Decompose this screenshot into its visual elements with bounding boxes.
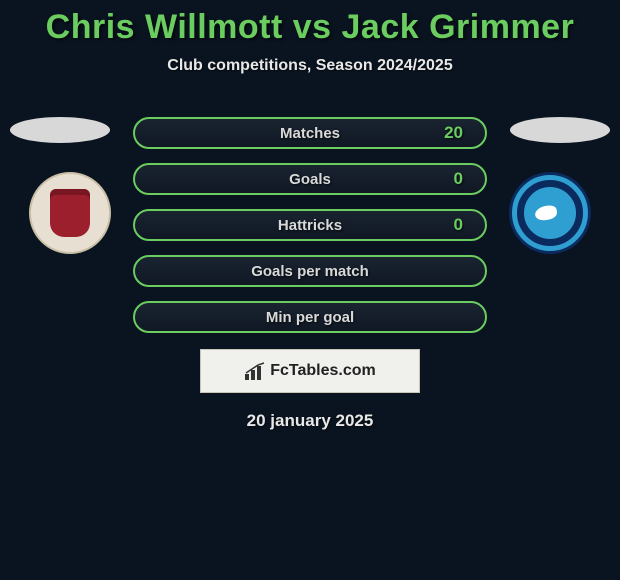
stat-value: 0 (454, 169, 463, 189)
stat-label: Goals (289, 171, 331, 188)
stat-label: Hattricks (278, 217, 342, 234)
team-badge-left (29, 172, 111, 254)
comparison-card: Chris Willmott vs Jack Grimmer Club comp… (0, 0, 620, 431)
stat-row-goals-per-match: Goals per match (133, 255, 487, 287)
bars-icon (244, 362, 266, 380)
date-text: 20 january 2025 (247, 411, 374, 431)
player-right-platform (510, 117, 610, 143)
shield-icon (50, 189, 90, 237)
stat-row-matches: Matches 20 (133, 117, 487, 149)
team-badge-right (509, 172, 591, 254)
stat-row-min-per-goal: Min per goal (133, 301, 487, 333)
page-title: Chris Willmott vs Jack Grimmer (46, 8, 575, 47)
subtitle: Club competitions, Season 2024/2025 (167, 57, 452, 75)
stat-row-hattricks: Hattricks 0 (133, 209, 487, 241)
player-left-platform (10, 117, 110, 143)
stats-list: Matches 20 Goals 0 Hattricks 0 Goals per… (133, 117, 487, 333)
stat-label: Min per goal (266, 309, 354, 326)
branding-badge: FcTables.com (200, 349, 420, 393)
stat-row-goals: Goals 0 (133, 163, 487, 195)
stat-value: 20 (444, 123, 463, 143)
stats-section: Matches 20 Goals 0 Hattricks 0 Goals per… (0, 117, 620, 333)
stat-label: Matches (280, 125, 340, 142)
stat-value: 0 (454, 215, 463, 235)
stat-label: Goals per match (251, 263, 369, 280)
branding-text: FcTables.com (270, 362, 376, 380)
